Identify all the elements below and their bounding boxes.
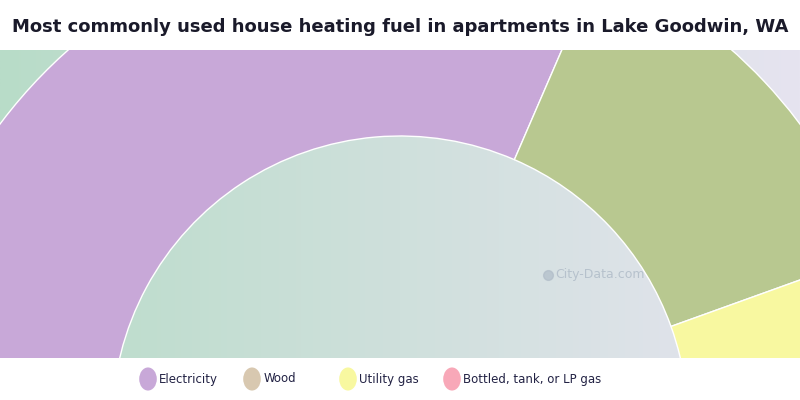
Wedge shape: [514, 0, 800, 326]
Text: Most commonly used house heating fuel in apartments in Lake Goodwin, WA: Most commonly used house heating fuel in…: [12, 18, 788, 36]
Ellipse shape: [139, 368, 157, 390]
Ellipse shape: [443, 368, 461, 390]
Wedge shape: [686, 361, 800, 400]
Wedge shape: [0, 0, 598, 400]
Text: Electricity: Electricity: [159, 372, 218, 386]
Text: Wood: Wood: [263, 372, 296, 386]
Ellipse shape: [339, 368, 357, 390]
Text: City-Data.com: City-Data.com: [555, 268, 645, 281]
Wedge shape: [671, 255, 800, 388]
Ellipse shape: [243, 368, 261, 390]
Text: Utility gas: Utility gas: [359, 372, 419, 386]
Text: Bottled, tank, or LP gas: Bottled, tank, or LP gas: [463, 372, 602, 386]
